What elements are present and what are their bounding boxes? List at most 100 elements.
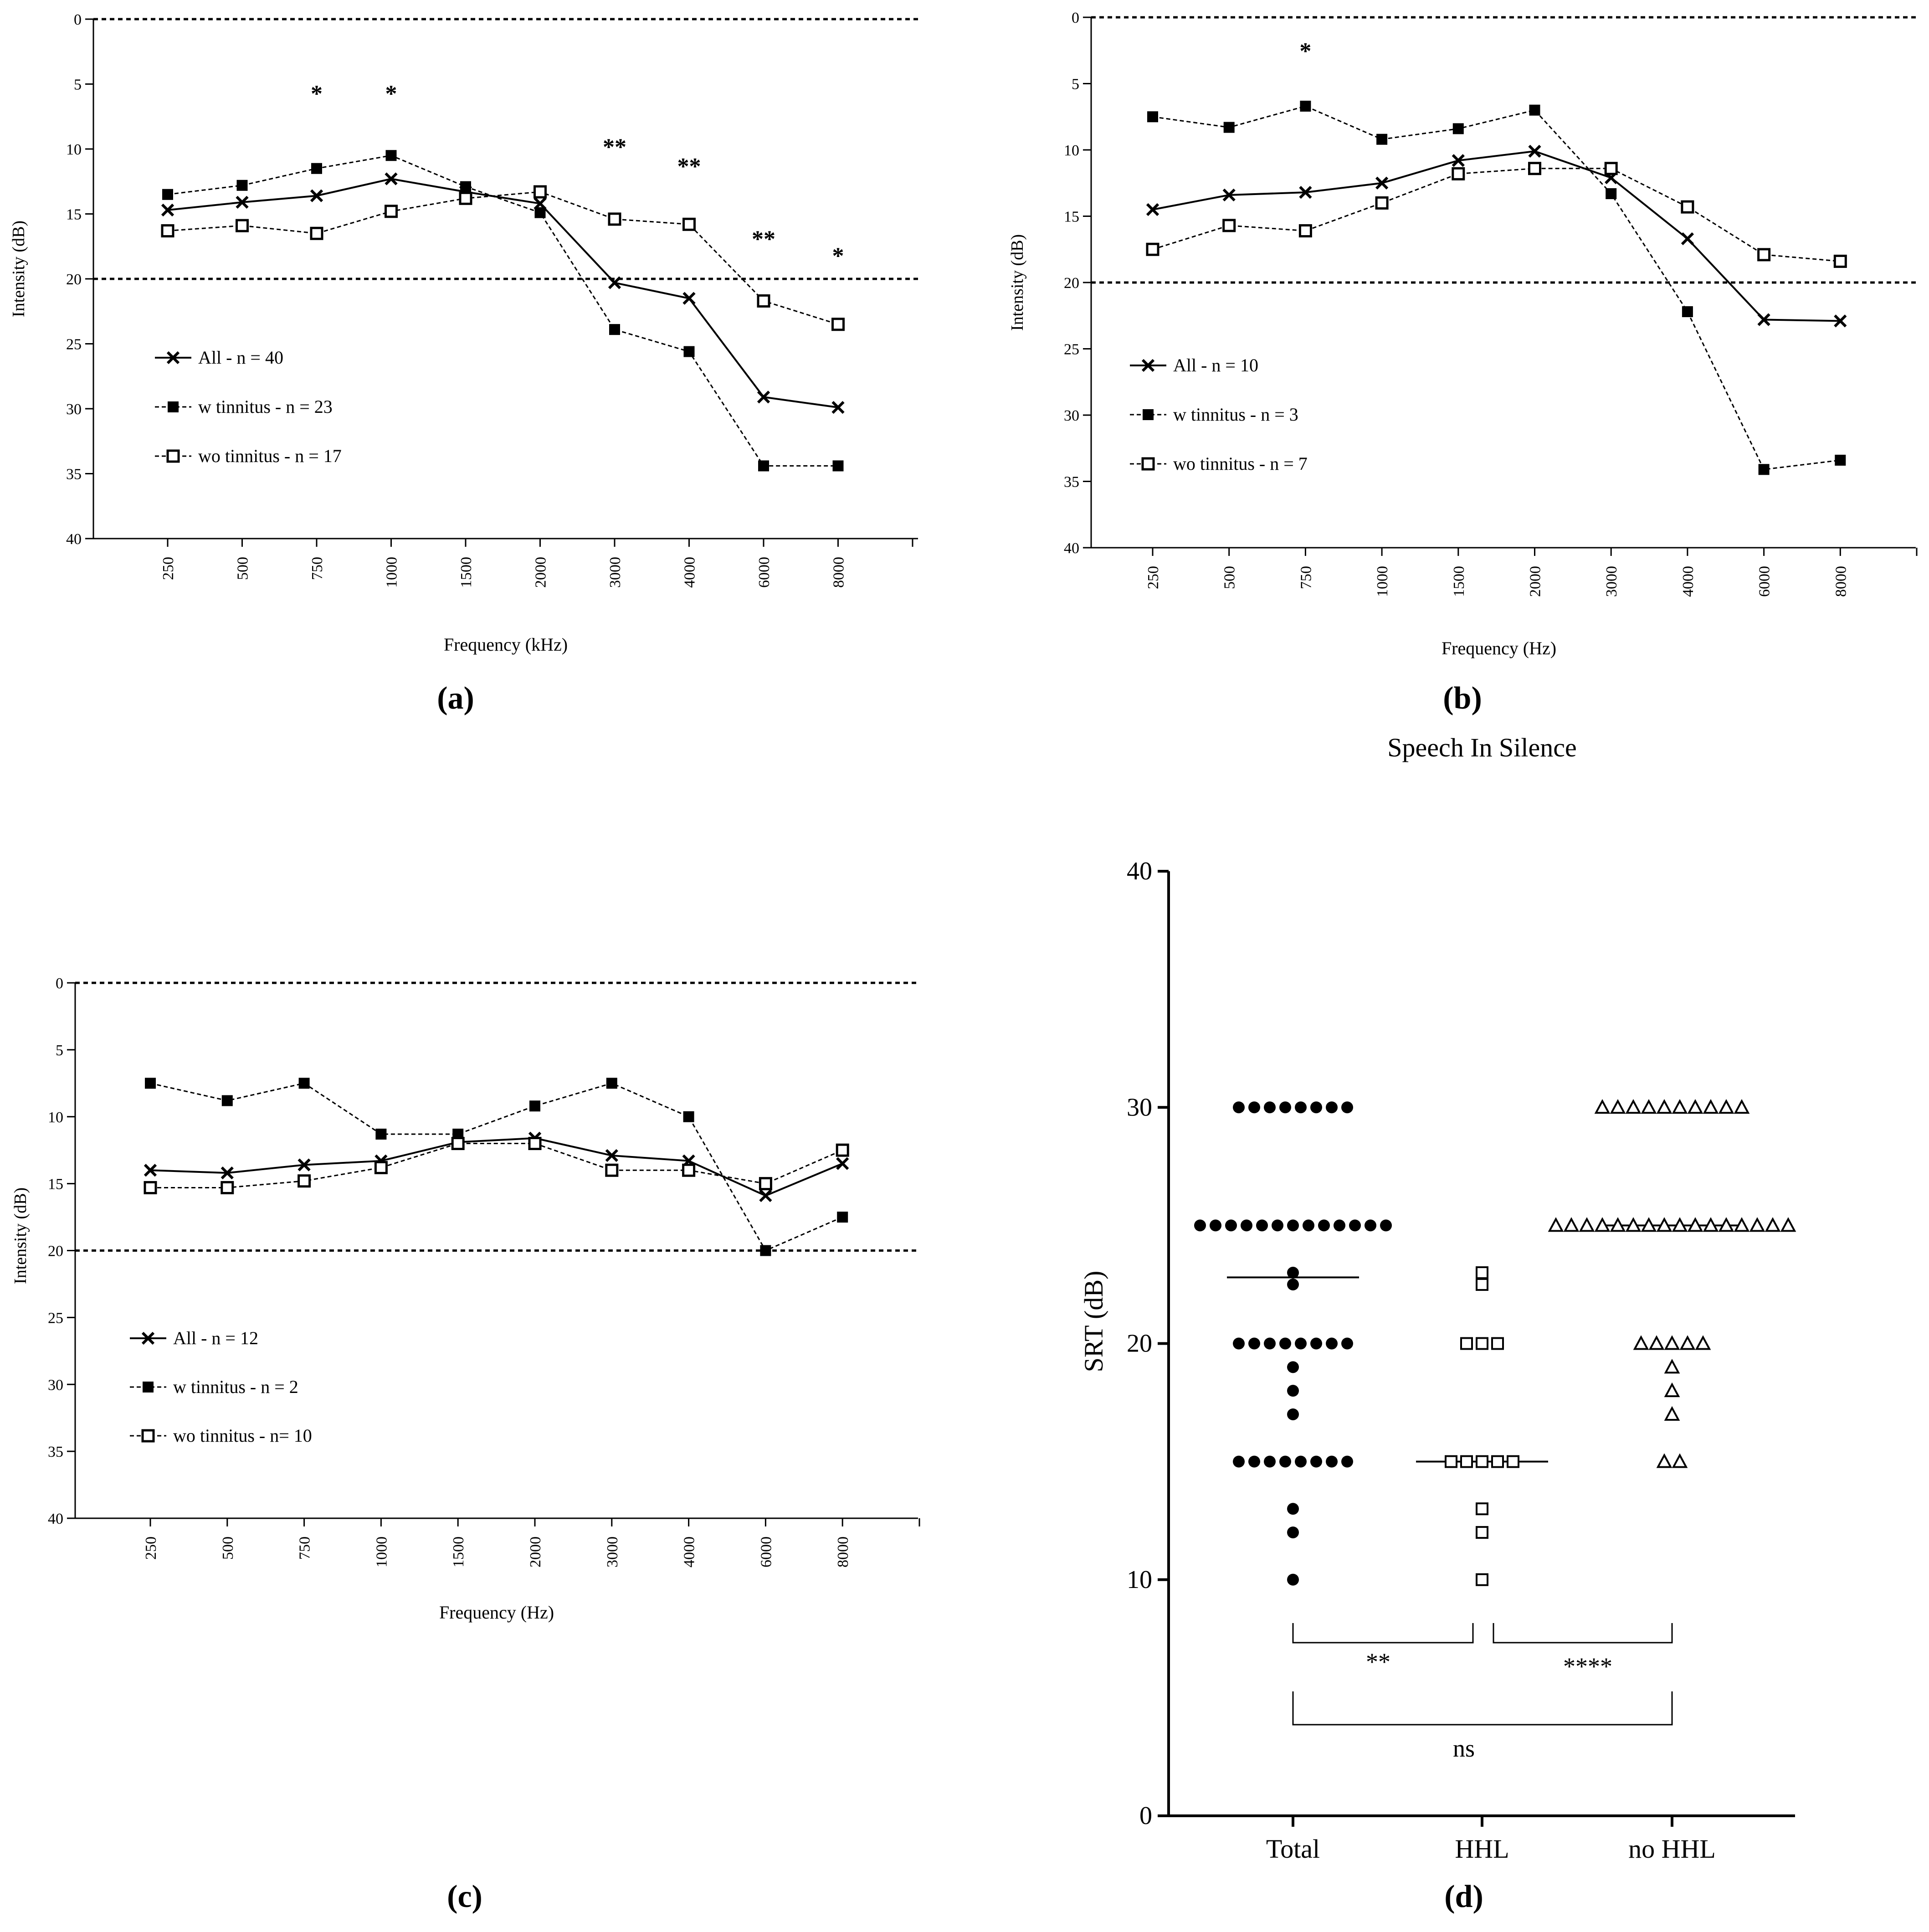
marker-stroke <box>757 391 770 404</box>
data-point <box>1641 1099 1657 1114</box>
data-point <box>310 189 323 202</box>
data-point <box>1341 1455 1353 1468</box>
data-point <box>1295 1455 1307 1468</box>
data-point <box>1625 1099 1642 1114</box>
data-point <box>1272 1219 1283 1232</box>
data-point <box>1146 242 1159 256</box>
data-point <box>1718 1217 1734 1232</box>
data-point <box>757 294 770 308</box>
x-tick-label: 500 <box>1221 566 1238 589</box>
data-point <box>1287 1526 1299 1539</box>
y-axis-label: Intensity (dB) <box>9 221 28 317</box>
data-point <box>1376 134 1388 145</box>
y-tick-label: 40 <box>1064 540 1079 557</box>
data-point <box>1380 1219 1392 1232</box>
data-point <box>1248 1337 1260 1350</box>
data-point <box>1594 1099 1611 1114</box>
data-point <box>1679 1335 1696 1350</box>
data-point <box>144 1164 157 1177</box>
x-tick-label: HHL <box>1455 1834 1509 1864</box>
data-point <box>1375 176 1389 190</box>
data-point <box>221 1166 234 1180</box>
data-point <box>1528 162 1541 175</box>
y-tick-label: 5 <box>1072 76 1079 93</box>
data-point <box>1681 200 1694 214</box>
marker-stroke <box>759 1189 772 1202</box>
y-tick-label: 35 <box>48 1444 63 1460</box>
y-tick-label: 20 <box>1064 275 1079 292</box>
data-point <box>1445 1455 1457 1468</box>
x-tick-label: 3000 <box>1603 566 1620 597</box>
x-tick-label: 3000 <box>607 557 624 588</box>
significance-marker: ** <box>752 226 775 252</box>
data-point <box>1664 1406 1680 1421</box>
y-tick-label: 5 <box>56 1042 63 1059</box>
legend-marker <box>1143 409 1154 420</box>
x-tick-label: 4000 <box>1680 566 1697 597</box>
data-point <box>832 460 844 472</box>
x-tick-label: 500 <box>220 1536 236 1560</box>
data-point <box>528 1137 542 1150</box>
x-tick-label: 750 <box>297 1536 313 1560</box>
data-point <box>1341 1337 1353 1350</box>
data-point <box>529 1100 540 1112</box>
data-point <box>609 324 620 335</box>
data-point <box>1687 1217 1703 1232</box>
data-point <box>1672 1453 1688 1468</box>
data-point <box>759 1177 772 1191</box>
comparison-bracket <box>1493 1623 1673 1644</box>
x-tick-label: 1500 <box>1451 566 1467 597</box>
x-tick-label: 2000 <box>1527 566 1544 597</box>
marker-stroke <box>1141 359 1155 372</box>
data-point <box>1287 1267 1299 1279</box>
legend-label: w tinnitus - n = 3 <box>1173 404 1298 425</box>
data-point <box>460 181 471 192</box>
data-point <box>1287 1573 1299 1586</box>
data-point <box>1507 1455 1519 1468</box>
data-point <box>1147 111 1158 123</box>
y-tick-label: 15 <box>66 206 82 223</box>
legend-label: All - n = 40 <box>198 347 283 368</box>
data-point <box>385 150 397 161</box>
data-point <box>374 1161 388 1174</box>
data-point <box>1833 254 1847 268</box>
comparison-bracket <box>1292 1623 1474 1644</box>
legend-marker <box>1141 457 1155 471</box>
data-point <box>1264 1101 1276 1114</box>
y-tick-label: 25 <box>1064 341 1079 358</box>
y-tick-label: 15 <box>1064 209 1079 226</box>
y-tick-label: 40 <box>66 531 82 548</box>
data-point <box>760 1245 771 1256</box>
data-point <box>1310 1337 1322 1350</box>
data-point <box>757 391 770 404</box>
marker-stroke <box>298 1158 311 1172</box>
y-tick-label: 10 <box>66 141 82 158</box>
marker-stroke <box>1757 313 1770 326</box>
x-tick-label: 500 <box>235 557 251 580</box>
data-point <box>682 217 696 231</box>
data-point <box>1656 1453 1672 1468</box>
data-point <box>1664 1335 1680 1350</box>
legend-marker <box>168 401 179 412</box>
data-point <box>759 1189 772 1202</box>
series-line <box>167 178 838 409</box>
data-point <box>1264 1337 1276 1350</box>
legend-label: All - n = 12 <box>173 1328 258 1348</box>
data-point <box>1310 1455 1322 1468</box>
y-tick-label: 0 <box>1139 1802 1152 1830</box>
significance-marker: ** <box>603 134 626 160</box>
data-point <box>1734 1099 1750 1114</box>
marker-stroke <box>310 189 323 202</box>
x-axis-label: Frequency (Hz) <box>1442 638 1556 658</box>
legend-marker <box>1141 359 1155 372</box>
y-tick-label: 40 <box>1127 857 1152 885</box>
y-tick-label: 30 <box>1127 1093 1152 1121</box>
y-tick-label: 10 <box>48 1109 63 1126</box>
data-point <box>1664 1382 1680 1398</box>
x-tick-label: 1500 <box>450 1536 467 1567</box>
data-point <box>1222 188 1236 202</box>
marker-stroke <box>161 203 174 217</box>
data-point <box>606 1078 617 1089</box>
